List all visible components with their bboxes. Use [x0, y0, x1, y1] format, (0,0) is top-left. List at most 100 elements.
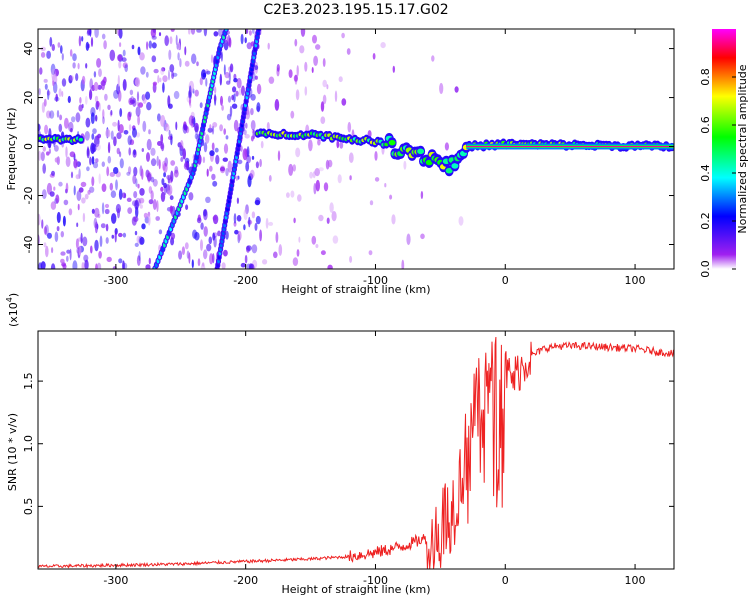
- noise-speck: [191, 259, 194, 269]
- noise-speck: [75, 112, 81, 123]
- track-blob: [417, 148, 425, 155]
- noise-speck: [157, 141, 162, 146]
- noise-speck: [110, 110, 113, 116]
- noise-speck: [51, 43, 55, 52]
- noise-speck: [170, 29, 175, 32]
- noise-speck: [384, 183, 387, 188]
- noise-speck: [240, 262, 246, 268]
- noise-speck: [205, 134, 210, 144]
- noise-speck: [214, 147, 219, 153]
- noise-speck: [135, 106, 141, 117]
- spectrogram-heatmap: [38, 29, 674, 269]
- noise-speck: [65, 156, 71, 168]
- noise-speck: [68, 121, 74, 132]
- noise-speck: [251, 155, 255, 160]
- noise-speck: [93, 71, 97, 78]
- noise-speck: [267, 42, 270, 50]
- noise-speck: [180, 157, 184, 162]
- noise-speck: [122, 232, 127, 238]
- noise-speck: [369, 200, 374, 206]
- noise-speck: [82, 236, 88, 247]
- noise-speck: [227, 160, 232, 173]
- noise-speck: [46, 151, 50, 156]
- noise-speck: [245, 161, 250, 172]
- noise-speck: [148, 40, 152, 49]
- noise-speck: [129, 89, 134, 96]
- snr-x-axis-title: Height of straight line (km): [281, 583, 430, 596]
- snr-plot-area: [38, 331, 674, 569]
- noise-speck: [94, 95, 99, 103]
- track-blob: [78, 137, 84, 142]
- noise-speck: [160, 115, 166, 127]
- noise-speck: [57, 42, 61, 48]
- noise-speck: [290, 110, 295, 119]
- noise-speck: [138, 197, 145, 204]
- noise-speck: [133, 166, 138, 177]
- spectrogram-y-axis-title: Frequency (Hz): [5, 108, 18, 191]
- track-blob: [445, 167, 453, 174]
- noise-speck: [66, 249, 71, 254]
- noise-speck: [78, 35, 82, 47]
- noise-speck: [208, 236, 213, 245]
- noise-speck: [136, 132, 140, 138]
- noise-speck: [54, 231, 59, 243]
- noise-speck: [219, 73, 222, 86]
- noise-speck: [233, 78, 238, 83]
- noise-speck: [162, 75, 168, 83]
- noise-speck: [169, 205, 173, 214]
- noise-speck: [251, 211, 256, 219]
- noise-speck: [95, 143, 101, 151]
- noise-speck: [219, 124, 224, 132]
- noise-speck: [85, 117, 91, 128]
- noise-speck: [75, 238, 79, 249]
- noise-speck: [215, 154, 220, 165]
- noise-speck: [235, 175, 239, 181]
- noise-speck: [182, 148, 186, 160]
- noise-speck: [318, 214, 324, 222]
- noise-speck: [133, 216, 139, 222]
- noise-speck: [142, 120, 147, 132]
- noise-speck: [126, 171, 131, 176]
- track-blob: [451, 163, 459, 169]
- noise-speck: [158, 229, 163, 235]
- noise-speck: [133, 149, 137, 156]
- noise-speck: [162, 162, 168, 173]
- noise-speck: [223, 143, 229, 154]
- noise-speck: [84, 259, 89, 269]
- noise-speck: [164, 123, 170, 132]
- noise-speck: [454, 86, 459, 93]
- noise-speck: [104, 203, 110, 209]
- noise-speck: [225, 135, 229, 140]
- noise-speck: [309, 171, 313, 179]
- noise-speck: [68, 208, 73, 216]
- noise-speck: [95, 114, 98, 122]
- noise-speck: [127, 207, 133, 215]
- noise-speck: [246, 245, 252, 252]
- noise-speck: [151, 55, 157, 63]
- noise-speck: [118, 188, 123, 200]
- x-tick-label: -100: [363, 574, 388, 587]
- noise-speck: [134, 242, 139, 247]
- noise-speck: [184, 60, 190, 67]
- noise-speck: [233, 93, 236, 103]
- noise-speck: [160, 134, 164, 144]
- noise-speck: [236, 77, 242, 89]
- noise-speck: [113, 167, 119, 174]
- noise-speck: [89, 78, 93, 90]
- feature-steady-tone: [466, 143, 674, 150]
- noise-speck: [194, 89, 199, 97]
- noise-speck: [221, 104, 224, 111]
- y-tick-label: 20: [22, 91, 35, 105]
- noise-speck: [320, 250, 326, 256]
- noise-speck: [212, 215, 217, 221]
- noise-speck: [286, 192, 290, 198]
- noise-speck: [77, 203, 80, 211]
- colorbar-tick-label: 0.0: [699, 260, 712, 278]
- noise-speck: [148, 199, 154, 205]
- noise-speck: [67, 95, 71, 104]
- noise-speck: [177, 52, 180, 61]
- colorbar-tick-label: 0.2: [699, 212, 712, 230]
- noise-speck: [322, 94, 327, 105]
- noise-speck: [439, 82, 444, 95]
- noise-speck: [296, 65, 299, 77]
